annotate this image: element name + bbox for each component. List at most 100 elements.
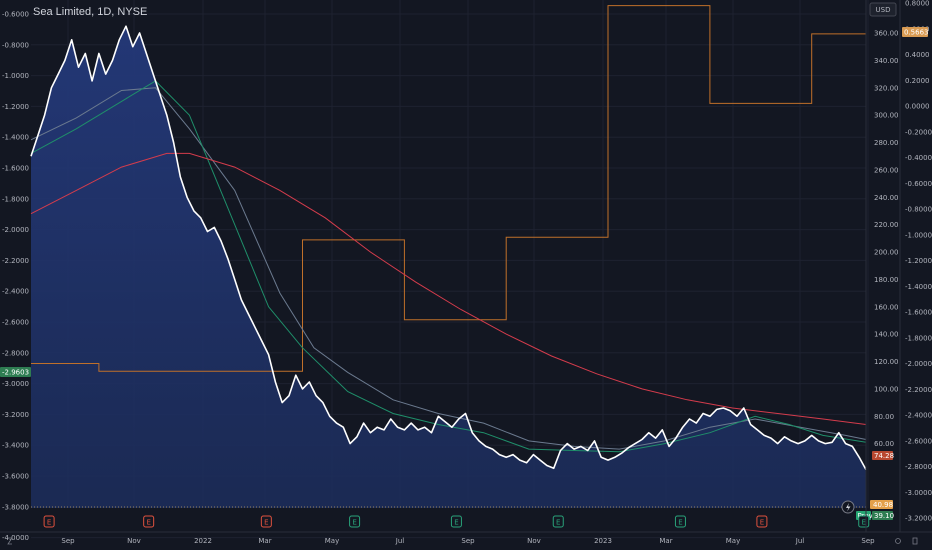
time-axis-tick: Jul: [395, 537, 405, 545]
price-axis-tick: 200.00: [874, 249, 899, 257]
time-axis-tick: Sep: [461, 537, 475, 545]
right-axis-current-value: 0.5663: [904, 29, 929, 37]
price-axis-tick: 280.00: [874, 139, 899, 147]
right-axis-tick: -2.0000: [905, 360, 932, 368]
earnings-marker[interactable]: E: [260, 515, 272, 528]
time-axis-tick: Sep: [861, 537, 875, 545]
earnings-marker-label: E: [352, 519, 356, 527]
left-axis-tick: -1.2000: [2, 103, 29, 111]
price-axis-tick: 340.00: [874, 57, 899, 65]
ma-mid-line: [30, 80, 867, 453]
right-axis-tick: 0.4000: [905, 51, 930, 59]
time-axis-tick: Nov: [127, 537, 141, 545]
right-axis-tick: -0.2000: [905, 128, 932, 136]
price-axis-tick: 60.00: [874, 440, 894, 448]
price-axis-tick: 100.00: [874, 385, 899, 393]
earnings-marker-box: [450, 515, 462, 528]
right-axis-tick: -3.0000: [905, 489, 932, 497]
right-axis-tick: 0.2000: [905, 77, 930, 85]
earnings-marker[interactable]: E: [756, 515, 768, 528]
time-axis-tick: Nov: [527, 537, 541, 545]
right-axis-tick: -1.8000: [905, 334, 932, 342]
earnings-marker-label: E: [146, 519, 150, 527]
right-axis-tick: -2.8000: [905, 463, 932, 471]
earnings-marker[interactable]: E: [43, 515, 55, 528]
left-axis-current-value: -2.9603: [2, 369, 29, 377]
time-axis-tick: Sep: [61, 537, 75, 545]
left-axis-tick: -4.0000: [2, 534, 29, 542]
price-axis-tick: 220.00: [874, 221, 899, 229]
left-axis-tick: -2.8000: [2, 349, 29, 357]
left-axis-tick: -2.0000: [2, 226, 29, 234]
right-axis-tick: -3.2000: [905, 515, 932, 523]
earnings-marker-box: [674, 515, 686, 528]
left-axis-tick: -3.0000: [2, 380, 29, 388]
right-axis-tick: -2.4000: [905, 412, 932, 420]
earnings-marker-label: E: [264, 519, 268, 527]
right-axis-tick: -2.2000: [905, 386, 932, 394]
time-axis-tick: Jul: [795, 537, 805, 545]
earnings-marker[interactable]: E: [450, 515, 462, 528]
left-axis-tick: -2.6000: [2, 319, 29, 327]
left-axis-tick: -3.8000: [2, 503, 29, 511]
earnings-marker-label: E: [862, 519, 866, 527]
left-axis-current-badge: [0, 367, 31, 377]
earnings-marker-label: E: [47, 519, 51, 527]
left-axis-tick: -3.6000: [2, 473, 29, 481]
ma-slow-price-badge: [872, 451, 893, 460]
earnings-marker-box: [260, 515, 272, 528]
left-axis-tick: -1.4000: [2, 134, 29, 142]
right-axis-tick: -1.4000: [905, 283, 932, 291]
current-price-value: 40.98: [873, 501, 893, 509]
earnings-marker[interactable]: E: [349, 515, 361, 528]
left-axis-tick: -3.2000: [2, 411, 29, 419]
prev-close-value: 39.10: [874, 512, 894, 520]
left-axis-tick: -1.6000: [2, 165, 29, 173]
earnings-marker-label: E: [760, 519, 764, 527]
price-axis-tick: 140.00: [874, 331, 899, 339]
earnings-marker[interactable]: E: [143, 515, 155, 528]
time-axis-tick: Mar: [258, 537, 271, 545]
price-axis-tick: 120.00: [874, 358, 899, 366]
left-axis-tick: -3.4000: [2, 442, 29, 450]
price-axis-tick: 80.00: [874, 413, 894, 421]
left-axis-tick: -2.2000: [2, 257, 29, 265]
earnings-marker-label: E: [556, 519, 560, 527]
zoom-icon: [7, 537, 13, 545]
right-axis-tick: 0.0000: [905, 103, 930, 111]
price-axis-tick: 240.00: [874, 194, 899, 202]
price-line: [30, 25, 867, 470]
earnings-marker[interactable]: E: [674, 515, 686, 528]
price-area: [31, 26, 866, 508]
right-axis-tick: -0.4000: [905, 154, 932, 162]
price-axis-tick: 260.00: [874, 166, 899, 174]
earnings-marker-box: [552, 515, 564, 528]
lightning-icon-glyph: [846, 503, 851, 512]
chart-title: Sea Limited, 1D, NYSE: [33, 6, 148, 18]
right-axis-tick: -2.6000: [905, 437, 932, 445]
step-indicator-line: [31, 5, 866, 372]
currency-badge: [869, 2, 897, 17]
scale-icon: [912, 537, 918, 545]
price-axis-tick: 180.00: [874, 276, 899, 284]
time-axis-tick: 2023: [594, 537, 612, 545]
right-axis-tick: -1.6000: [905, 309, 932, 317]
ma-slow-line: [30, 152, 867, 425]
price-axis-tick: 300.00: [874, 112, 899, 120]
earnings-marker[interactable]: E: [552, 515, 564, 528]
ma-slow-price-value: 74.28: [874, 452, 894, 460]
settings-icon: [895, 538, 901, 544]
earnings-marker-box: [349, 515, 361, 528]
time-axis-tick: May: [726, 537, 740, 545]
earnings-marker-box: [43, 515, 55, 528]
prev-close-badge: [872, 511, 893, 520]
right-axis-tick: -0.8000: [905, 206, 932, 214]
left-axis-tick: -1.0000: [2, 72, 29, 80]
earnings-marker-box: [756, 515, 768, 528]
time-axis-tick: Mar: [659, 537, 672, 545]
right-axis-tick: -1.2000: [905, 257, 932, 265]
earnings-marker[interactable]: E: [858, 515, 870, 528]
currency-label: USD: [876, 6, 891, 14]
right-axis-tick: 0.8000: [905, 0, 930, 8]
